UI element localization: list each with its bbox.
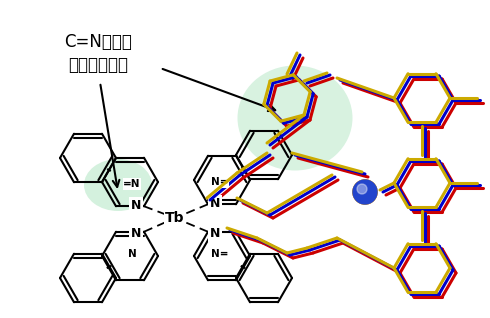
Text: =N: =N (123, 179, 141, 189)
Circle shape (353, 180, 377, 204)
Ellipse shape (238, 66, 352, 170)
Ellipse shape (84, 159, 152, 211)
Text: N=: N= (211, 249, 229, 259)
Text: 面外変角振動: 面外変角振動 (68, 56, 128, 74)
Text: N: N (127, 249, 136, 259)
Text: N: N (131, 199, 141, 212)
Text: Tb: Tb (165, 211, 185, 225)
Text: N=: N= (211, 177, 229, 187)
Circle shape (353, 180, 377, 204)
Text: N: N (210, 227, 220, 240)
Circle shape (353, 180, 377, 204)
Text: N: N (210, 197, 220, 210)
Text: N: N (131, 227, 141, 240)
Circle shape (357, 184, 367, 194)
Text: C=N部分の: C=N部分の (64, 33, 132, 51)
